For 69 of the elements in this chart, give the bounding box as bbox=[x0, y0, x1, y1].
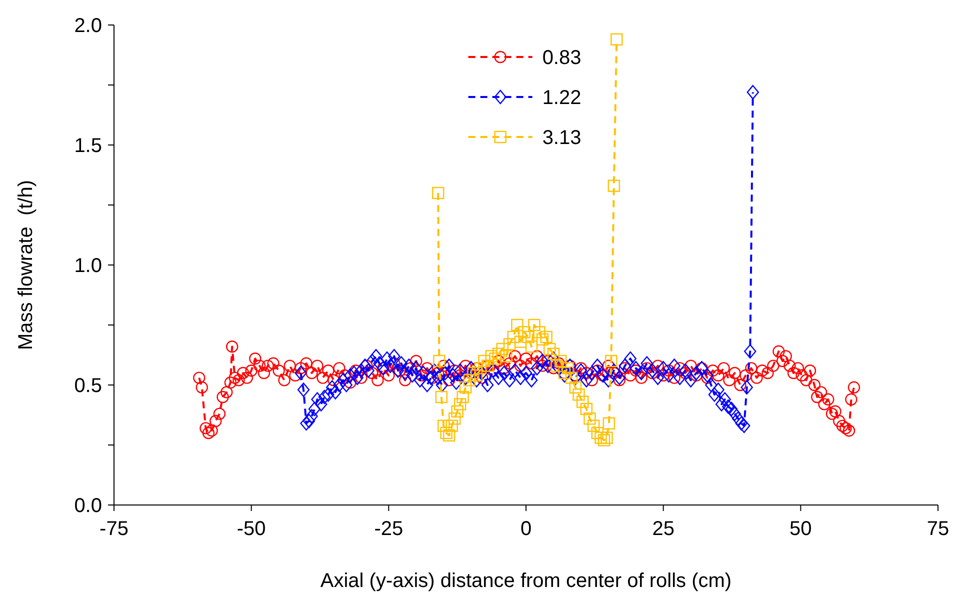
point bbox=[474, 362, 487, 374]
y-axis-title: Mass flowrate (t/h) bbox=[15, 180, 37, 350]
x-tick-label: -50 bbox=[236, 518, 266, 540]
point bbox=[470, 369, 483, 382]
point bbox=[489, 352, 502, 365]
point bbox=[540, 330, 552, 344]
point bbox=[456, 390, 469, 404]
point bbox=[602, 417, 616, 430]
point bbox=[432, 186, 444, 200]
point bbox=[446, 420, 458, 432]
point bbox=[467, 366, 480, 380]
point bbox=[492, 348, 505, 360]
point bbox=[507, 330, 520, 344]
legend-label: 0.83 bbox=[542, 47, 582, 69]
y-tick-label: 0.5 bbox=[74, 375, 102, 397]
x-tick-label: 0 bbox=[520, 518, 532, 540]
point bbox=[496, 342, 508, 356]
point bbox=[511, 318, 524, 332]
point bbox=[584, 412, 596, 425]
point bbox=[565, 372, 578, 384]
point bbox=[600, 432, 613, 444]
point bbox=[438, 420, 450, 432]
point bbox=[433, 354, 446, 368]
point bbox=[550, 360, 563, 372]
point bbox=[478, 354, 490, 368]
point bbox=[608, 180, 620, 192]
x-tick-label: 75 bbox=[926, 518, 950, 540]
point bbox=[485, 350, 498, 362]
point bbox=[500, 350, 512, 362]
point bbox=[576, 396, 589, 408]
x-tick-label: -25 bbox=[374, 518, 404, 540]
point bbox=[569, 381, 582, 394]
point bbox=[440, 426, 452, 440]
x-tick-label: -75 bbox=[100, 518, 128, 540]
point bbox=[518, 326, 530, 338]
y-tick-label: 1.5 bbox=[74, 135, 102, 157]
point bbox=[547, 348, 560, 360]
x-tick-label: 25 bbox=[652, 518, 674, 540]
point bbox=[580, 402, 593, 416]
point bbox=[536, 333, 549, 346]
point bbox=[598, 434, 610, 446]
point bbox=[554, 354, 567, 368]
point bbox=[514, 336, 527, 348]
point bbox=[528, 318, 540, 332]
point bbox=[572, 388, 585, 401]
legend-label: 3.13 bbox=[542, 127, 582, 149]
point bbox=[451, 405, 464, 418]
x-axis-title: Axial (y-axis) distance from center of rolls (cm) bbox=[320, 570, 732, 592]
point bbox=[544, 342, 556, 356]
point bbox=[594, 432, 607, 444]
point bbox=[454, 398, 466, 410]
point bbox=[448, 412, 461, 425]
point bbox=[525, 340, 538, 353]
point bbox=[435, 390, 448, 404]
x-tick-label: 50 bbox=[790, 518, 812, 540]
point bbox=[562, 362, 574, 374]
legend-label: 1.22 bbox=[542, 87, 582, 109]
point bbox=[591, 426, 604, 440]
point bbox=[610, 33, 623, 46]
point bbox=[459, 381, 472, 394]
point bbox=[587, 420, 600, 432]
point bbox=[442, 429, 456, 442]
point bbox=[605, 354, 618, 368]
y-tick-label: 1.0 bbox=[74, 255, 102, 277]
point bbox=[503, 338, 516, 350]
point bbox=[463, 374, 476, 386]
point bbox=[522, 330, 534, 344]
y-tick-label: 2.0 bbox=[74, 15, 102, 37]
y-tick-label: 0.0 bbox=[74, 495, 102, 517]
